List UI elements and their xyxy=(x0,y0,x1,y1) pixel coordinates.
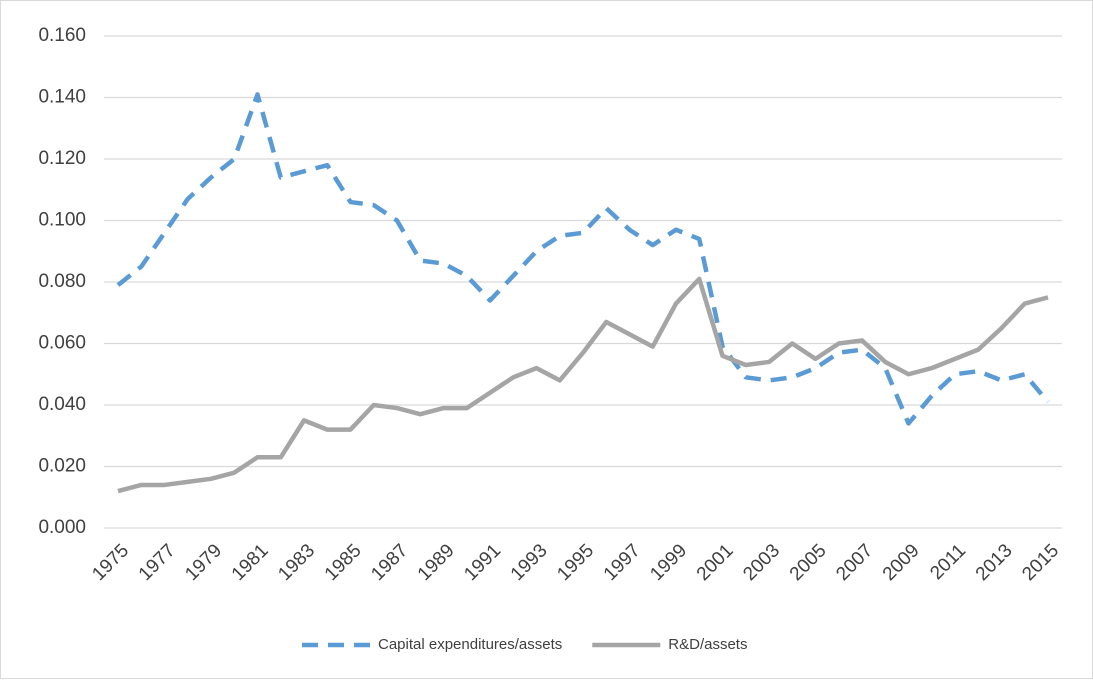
series-line xyxy=(117,276,1049,494)
legend-label: R&D/assets xyxy=(668,636,747,653)
legend-label: Capital expenditures/assets xyxy=(378,636,562,653)
y-tick-label: 0.160 xyxy=(38,25,86,46)
y-tick-label: 0.080 xyxy=(38,271,86,292)
y-tick-label: 0.120 xyxy=(38,148,86,169)
series-line xyxy=(116,92,1050,426)
y-tick-label: 0.060 xyxy=(38,333,86,354)
y-tick-label: 0.040 xyxy=(38,394,86,415)
y-tick-label: 0.000 xyxy=(38,517,86,538)
y-tick-label: 0.100 xyxy=(38,210,86,231)
y-tick-label: 0.140 xyxy=(38,87,86,108)
y-tick-label: 0.020 xyxy=(38,456,86,477)
